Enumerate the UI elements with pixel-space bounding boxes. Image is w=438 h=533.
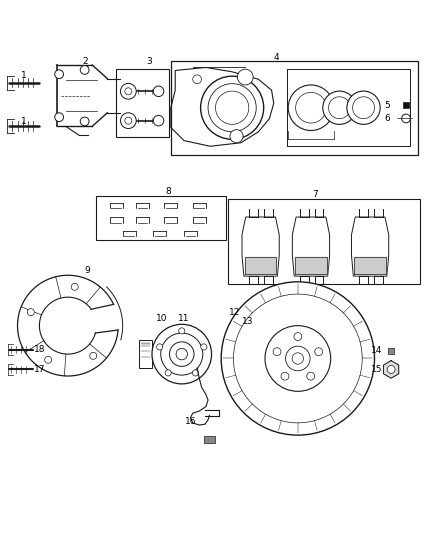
Circle shape: [296, 92, 326, 123]
Circle shape: [221, 282, 374, 435]
Circle shape: [27, 309, 34, 316]
Text: 18: 18: [34, 345, 45, 354]
Circle shape: [55, 113, 64, 122]
Text: 7: 7: [312, 190, 318, 199]
Circle shape: [161, 333, 203, 375]
Bar: [171, 61, 418, 155]
Circle shape: [288, 85, 334, 131]
Circle shape: [152, 324, 212, 384]
Circle shape: [90, 352, 97, 359]
Text: 6: 6: [385, 114, 391, 123]
Circle shape: [179, 328, 185, 334]
Text: 14: 14: [371, 346, 382, 355]
Bar: [204, 436, 215, 442]
Circle shape: [230, 130, 243, 143]
Circle shape: [208, 84, 256, 132]
Circle shape: [215, 91, 249, 124]
Polygon shape: [384, 361, 399, 378]
Text: 2: 2: [83, 57, 88, 66]
Text: 12: 12: [229, 308, 240, 317]
Circle shape: [125, 88, 132, 95]
Circle shape: [292, 353, 304, 364]
Text: 9: 9: [85, 266, 91, 276]
Text: 4: 4: [273, 53, 279, 62]
Circle shape: [286, 346, 310, 371]
Circle shape: [80, 66, 89, 74]
Text: 17: 17: [34, 365, 45, 374]
Circle shape: [125, 117, 132, 124]
Circle shape: [176, 349, 187, 360]
Circle shape: [55, 70, 64, 78]
Circle shape: [201, 76, 264, 139]
Circle shape: [328, 97, 350, 119]
Text: 8: 8: [166, 187, 172, 196]
Bar: [116, 69, 169, 138]
Polygon shape: [245, 257, 276, 274]
Circle shape: [273, 348, 281, 356]
Circle shape: [193, 75, 201, 84]
Circle shape: [157, 344, 163, 350]
Text: 15: 15: [371, 365, 382, 374]
Circle shape: [387, 366, 395, 374]
Circle shape: [237, 69, 253, 85]
Circle shape: [165, 370, 171, 376]
Circle shape: [265, 326, 331, 391]
Bar: [287, 69, 410, 146]
Text: 10: 10: [156, 314, 168, 322]
Polygon shape: [354, 257, 386, 274]
Circle shape: [353, 97, 374, 119]
Circle shape: [233, 294, 362, 423]
Circle shape: [153, 115, 164, 126]
Text: 13: 13: [242, 317, 253, 326]
Circle shape: [201, 344, 207, 350]
Bar: [96, 197, 226, 240]
Circle shape: [307, 372, 314, 380]
Text: 1: 1: [21, 71, 27, 80]
Circle shape: [71, 284, 78, 290]
Bar: [228, 199, 420, 284]
Circle shape: [323, 91, 356, 124]
Circle shape: [45, 356, 52, 364]
Circle shape: [294, 333, 302, 341]
Text: 16: 16: [185, 417, 196, 426]
Text: 1: 1: [21, 117, 27, 126]
Circle shape: [80, 117, 89, 126]
Circle shape: [315, 348, 323, 356]
Text: 5: 5: [385, 101, 391, 110]
Circle shape: [153, 86, 164, 96]
Circle shape: [347, 91, 380, 124]
Circle shape: [170, 342, 194, 366]
Circle shape: [192, 370, 198, 376]
Text: 3: 3: [146, 57, 152, 66]
Text: 11: 11: [178, 314, 190, 322]
Circle shape: [120, 113, 136, 128]
Circle shape: [402, 114, 410, 123]
Circle shape: [120, 84, 136, 99]
Polygon shape: [295, 257, 327, 274]
Circle shape: [281, 372, 289, 380]
